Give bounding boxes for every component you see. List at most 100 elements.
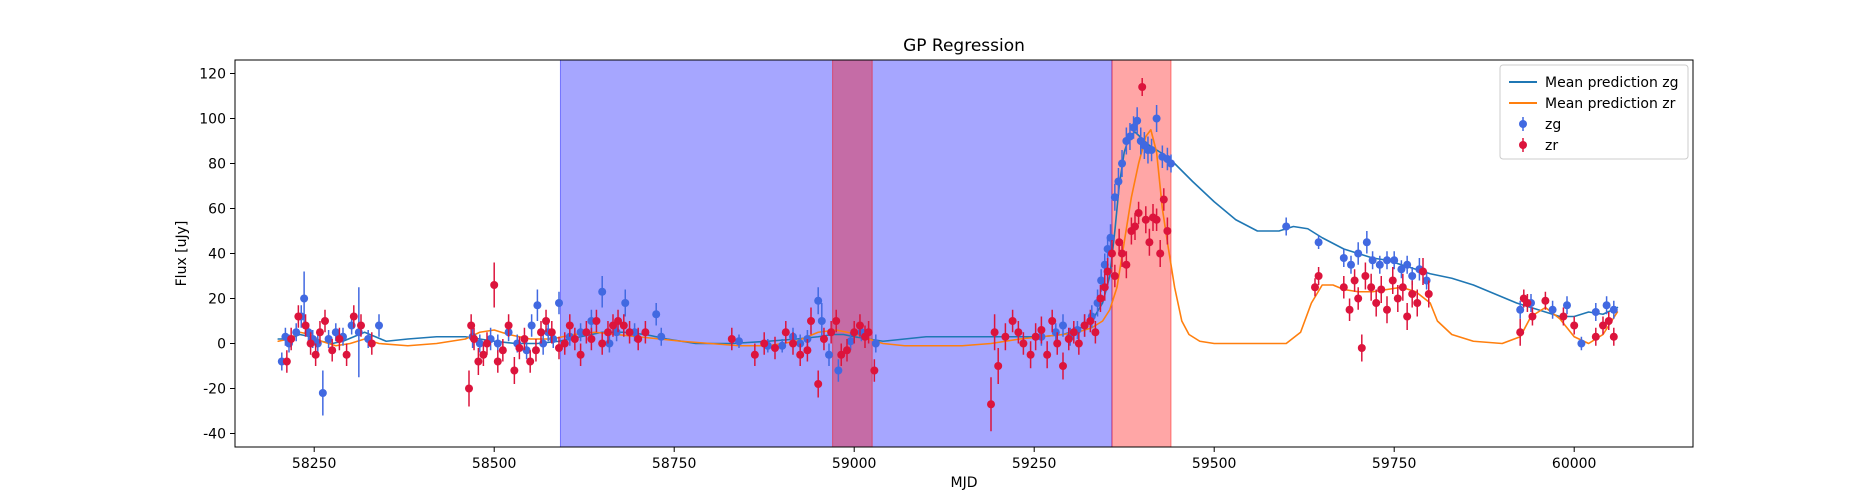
y-tick-label-20: 20	[208, 292, 226, 308]
data-point-zr-84	[1074, 339, 1083, 348]
data-point-zr-97	[1131, 222, 1139, 231]
legend-label-4: zr	[1545, 138, 1558, 154]
data-point-zr-134	[1591, 332, 1600, 341]
data-point-zr-133	[1570, 321, 1579, 330]
data-point-zr-91	[1107, 249, 1116, 258]
data-point-zg-54	[1051, 328, 1060, 337]
data-point-zg-95	[1516, 305, 1525, 314]
data-point-zr-88	[1096, 294, 1105, 303]
data-point-zg-86	[1368, 256, 1377, 265]
data-point-zr-27	[526, 357, 535, 366]
data-point-zr-33	[560, 339, 569, 348]
data-point-zr-105	[1159, 195, 1168, 204]
data-point-zr-7	[321, 317, 329, 325]
data-point-zr-106	[1163, 227, 1172, 235]
data-point-zr-123	[1408, 290, 1417, 298]
data-point-zr-5	[311, 350, 320, 359]
data-point-zr-32	[555, 344, 563, 352]
legend-marker-3	[1519, 120, 1527, 128]
data-point-zg-38	[652, 310, 661, 319]
data-point-zr-130	[1528, 312, 1537, 321]
data-point-zg-49	[834, 366, 843, 375]
data-point-zg-50	[846, 337, 855, 346]
data-point-zr-94	[1118, 249, 1127, 258]
data-point-zr-22	[498, 346, 507, 355]
data-point-zg-70	[1129, 123, 1138, 132]
data-point-zr-59	[827, 328, 836, 337]
data-point-zr-44	[619, 321, 628, 330]
data-point-zr-70	[994, 362, 1003, 370]
data-point-zr-45	[625, 328, 634, 337]
data-point-zr-24	[510, 366, 519, 375]
data-point-zg-47	[817, 317, 826, 325]
data-point-zr-110	[1345, 305, 1354, 314]
data-point-zg-98	[1563, 301, 1571, 310]
data-point-zg-31	[576, 328, 585, 337]
y-tick-label--40: -40	[203, 427, 226, 443]
data-point-zr-76	[1031, 332, 1040, 341]
data-point-zr-80	[1053, 339, 1062, 348]
data-point-zg-5	[300, 294, 309, 303]
data-point-zr-46	[634, 335, 643, 343]
data-point-zg-48	[825, 350, 833, 359]
data-point-zr-71	[1001, 332, 1010, 341]
data-point-zg-91	[1403, 260, 1412, 269]
data-point-zr-3	[301, 321, 310, 330]
data-point-zr-107	[1314, 272, 1323, 280]
data-point-zr-15	[467, 321, 476, 330]
data-point-zr-100	[1141, 215, 1150, 224]
data-point-zg-79	[1167, 159, 1175, 168]
data-point-zg-83	[1347, 260, 1355, 269]
data-point-zr-119	[1388, 276, 1397, 285]
data-point-zr-67	[870, 366, 879, 375]
data-point-zg-62	[1100, 260, 1109, 269]
x-tick-label-59250: 59250	[1012, 456, 1057, 472]
data-point-zr-99	[1138, 83, 1147, 91]
data-point-zg-102	[1609, 305, 1618, 314]
data-point-zr-14	[465, 384, 473, 393]
data-point-zr-131	[1541, 296, 1550, 305]
data-point-zr-2	[294, 312, 303, 321]
x-tick-label-58750: 58750	[652, 456, 697, 472]
data-point-zg-81	[1314, 238, 1323, 247]
data-point-zr-50	[760, 339, 769, 348]
data-point-zr-87	[1091, 328, 1100, 337]
data-point-zr-25	[515, 344, 524, 352]
data-point-zr-77	[1037, 326, 1046, 334]
data-point-zr-90	[1103, 267, 1112, 276]
data-point-zr-48	[727, 335, 736, 343]
data-point-zg-9	[318, 389, 327, 397]
data-point-zr-6	[315, 328, 324, 337]
data-point-zr-40	[598, 339, 607, 348]
data-point-zg-35	[612, 328, 621, 337]
data-point-zg-16	[375, 321, 383, 330]
data-point-zr-78	[1043, 350, 1052, 359]
data-point-zg-66	[1114, 177, 1123, 186]
data-point-zg-29	[555, 299, 563, 307]
y-tick-label-0: 0	[217, 337, 226, 353]
data-point-zg-87	[1375, 260, 1384, 269]
data-point-zr-58	[819, 335, 828, 343]
data-point-zr-0	[282, 357, 291, 366]
data-point-zr-66	[864, 328, 873, 337]
data-point-zr-136	[1604, 317, 1613, 325]
data-point-zg-52	[871, 339, 880, 348]
data-point-zr-19	[483, 339, 491, 348]
data-point-zr-54	[796, 350, 805, 359]
data-point-zr-29	[537, 328, 545, 337]
data-point-zr-64	[855, 321, 864, 330]
data-point-zr-11	[349, 312, 358, 321]
data-point-zr-72	[1008, 317, 1017, 325]
x-tick-label-59000: 59000	[832, 456, 877, 472]
data-point-zr-18	[479, 350, 488, 359]
data-point-zr-43	[614, 317, 623, 325]
data-point-zg-75	[1147, 146, 1156, 154]
shaded-region-2	[832, 60, 873, 447]
data-point-zr-12	[357, 321, 365, 330]
data-point-zg-24	[527, 321, 536, 330]
legend-marker-4	[1519, 141, 1527, 149]
data-point-zr-129	[1523, 299, 1532, 307]
data-point-zg-10	[324, 335, 333, 343]
data-point-zr-82	[1064, 335, 1073, 343]
data-point-zr-36	[576, 350, 585, 359]
